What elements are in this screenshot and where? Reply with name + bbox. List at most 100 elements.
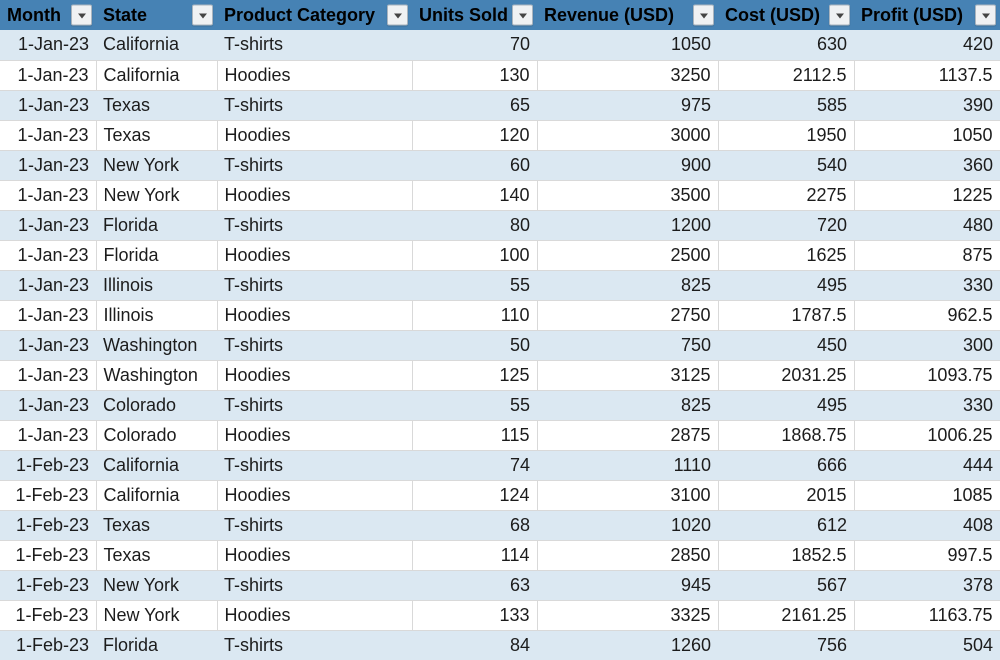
cell-state[interactable]: Florida xyxy=(96,239,218,271)
cell-profit_usd[interactable]: 1006.25 xyxy=(854,419,1000,451)
cell-month[interactable]: 1-Feb-23 xyxy=(0,539,97,571)
column-header-revenue_usd[interactable]: Revenue (USD) xyxy=(537,0,718,30)
cell-state[interactable]: New York xyxy=(96,599,218,631)
cell-product_category[interactable]: T-shirts xyxy=(217,270,412,300)
cell-month[interactable]: 1-Jan-23 xyxy=(0,270,96,300)
cell-profit_usd[interactable]: 444 xyxy=(854,450,1000,480)
cell-month[interactable]: 1-Feb-23 xyxy=(0,450,96,480)
cell-revenue_usd[interactable]: 3325 xyxy=(537,599,719,631)
cell-revenue_usd[interactable]: 825 xyxy=(537,390,718,420)
cell-units_sold[interactable]: 115 xyxy=(412,419,538,451)
cell-profit_usd[interactable]: 1085 xyxy=(854,479,1000,511)
cell-cost_usd[interactable]: 2161.25 xyxy=(718,599,855,631)
cell-product_category[interactable]: T-shirts xyxy=(217,450,412,480)
cell-units_sold[interactable]: 120 xyxy=(412,119,538,151)
cell-state[interactable]: Illinois xyxy=(96,299,218,331)
cell-month[interactable]: 1-Jan-23 xyxy=(0,299,97,331)
cell-month[interactable]: 1-Feb-23 xyxy=(0,479,97,511)
cell-cost_usd[interactable]: 2275 xyxy=(718,179,855,211)
cell-units_sold[interactable]: 80 xyxy=(412,210,537,240)
cell-revenue_usd[interactable]: 945 xyxy=(537,570,718,600)
cell-state[interactable]: Colorado xyxy=(96,419,218,451)
cell-product_category[interactable]: T-shirts xyxy=(217,150,412,180)
cell-state[interactable]: Washington xyxy=(96,359,218,391)
cell-revenue_usd[interactable]: 900 xyxy=(537,150,718,180)
cell-month[interactable]: 1-Jan-23 xyxy=(0,210,96,240)
filter-dropdown-button-revenue_usd[interactable] xyxy=(693,4,714,26)
cell-units_sold[interactable]: 55 xyxy=(412,390,537,420)
cell-state[interactable]: Texas xyxy=(96,90,217,120)
cell-revenue_usd[interactable]: 2850 xyxy=(537,539,719,571)
cell-units_sold[interactable]: 70 xyxy=(412,30,537,60)
cell-cost_usd[interactable]: 720 xyxy=(718,210,854,240)
cell-month[interactable]: 1-Jan-23 xyxy=(0,239,97,271)
cell-month[interactable]: 1-Jan-23 xyxy=(0,419,97,451)
cell-profit_usd[interactable]: 378 xyxy=(854,570,1000,600)
cell-units_sold[interactable]: 65 xyxy=(412,90,537,120)
cell-state[interactable]: Texas xyxy=(96,119,218,151)
cell-product_category[interactable]: T-shirts xyxy=(217,30,412,60)
cell-product_category[interactable]: Hoodies xyxy=(217,599,413,631)
cell-month[interactable]: 1-Feb-23 xyxy=(0,510,96,540)
cell-state[interactable]: Texas xyxy=(96,510,217,540)
cell-cost_usd[interactable]: 1852.5 xyxy=(718,539,855,571)
cell-revenue_usd[interactable]: 1020 xyxy=(537,510,718,540)
cell-units_sold[interactable]: 110 xyxy=(412,299,538,331)
cell-profit_usd[interactable]: 1163.75 xyxy=(854,599,1000,631)
cell-units_sold[interactable]: 50 xyxy=(412,330,537,360)
filter-dropdown-button-profit_usd[interactable] xyxy=(975,4,996,26)
cell-product_category[interactable]: Hoodies xyxy=(217,119,413,151)
cell-product_category[interactable]: Hoodies xyxy=(217,179,413,211)
filter-dropdown-button-product_category[interactable] xyxy=(387,4,408,26)
cell-month[interactable]: 1-Jan-23 xyxy=(0,30,96,60)
cell-product_category[interactable]: T-shirts xyxy=(217,570,412,600)
cell-product_category[interactable]: Hoodies xyxy=(217,419,413,451)
cell-profit_usd[interactable]: 1225 xyxy=(854,179,1000,211)
cell-cost_usd[interactable]: 450 xyxy=(718,330,854,360)
cell-profit_usd[interactable]: 962.5 xyxy=(854,299,1000,331)
cell-units_sold[interactable]: 140 xyxy=(412,179,538,211)
cell-product_category[interactable]: T-shirts xyxy=(217,210,412,240)
cell-month[interactable]: 1-Feb-23 xyxy=(0,570,96,600)
cell-profit_usd[interactable]: 1093.75 xyxy=(854,359,1000,391)
cell-revenue_usd[interactable]: 1050 xyxy=(537,30,718,60)
cell-state[interactable]: Washington xyxy=(96,330,217,360)
cell-product_category[interactable]: Hoodies xyxy=(217,239,413,271)
filter-dropdown-button-units_sold[interactable] xyxy=(512,4,533,26)
cell-cost_usd[interactable]: 756 xyxy=(718,630,854,660)
cell-revenue_usd[interactable]: 3100 xyxy=(537,479,719,511)
cell-revenue_usd[interactable]: 1260 xyxy=(537,630,718,660)
cell-units_sold[interactable]: 124 xyxy=(412,479,538,511)
cell-month[interactable]: 1-Jan-23 xyxy=(0,150,96,180)
cell-profit_usd[interactable]: 408 xyxy=(854,510,1000,540)
cell-cost_usd[interactable]: 666 xyxy=(718,450,854,480)
cell-month[interactable]: 1-Jan-23 xyxy=(0,330,96,360)
filter-dropdown-button-state[interactable] xyxy=(192,4,213,26)
cell-units_sold[interactable]: 84 xyxy=(412,630,537,660)
cell-profit_usd[interactable]: 300 xyxy=(854,330,1000,360)
cell-cost_usd[interactable]: 495 xyxy=(718,270,854,300)
cell-product_category[interactable]: T-shirts xyxy=(217,90,412,120)
cell-cost_usd[interactable]: 2015 xyxy=(718,479,855,511)
cell-state[interactable]: California xyxy=(96,59,218,91)
cell-profit_usd[interactable]: 330 xyxy=(854,270,1000,300)
cell-units_sold[interactable]: 63 xyxy=(412,570,537,600)
cell-product_category[interactable]: Hoodies xyxy=(217,539,413,571)
cell-cost_usd[interactable]: 2112.5 xyxy=(718,59,855,91)
cell-revenue_usd[interactable]: 3500 xyxy=(537,179,719,211)
filter-dropdown-button-month[interactable] xyxy=(71,4,92,26)
cell-units_sold[interactable]: 100 xyxy=(412,239,538,271)
cell-month[interactable]: 1-Jan-23 xyxy=(0,119,97,151)
cell-cost_usd[interactable]: 585 xyxy=(718,90,854,120)
column-header-units_sold[interactable]: Units Sold xyxy=(412,0,537,30)
column-header-state[interactable]: State xyxy=(96,0,217,30)
cell-revenue_usd[interactable]: 1110 xyxy=(537,450,718,480)
column-header-cost_usd[interactable]: Cost (USD) xyxy=(718,0,854,30)
cell-revenue_usd[interactable]: 2750 xyxy=(537,299,719,331)
cell-product_category[interactable]: T-shirts xyxy=(217,510,412,540)
cell-units_sold[interactable]: 68 xyxy=(412,510,537,540)
cell-state[interactable]: Illinois xyxy=(96,270,217,300)
cell-revenue_usd[interactable]: 3250 xyxy=(537,59,719,91)
cell-cost_usd[interactable]: 630 xyxy=(718,30,854,60)
cell-profit_usd[interactable]: 330 xyxy=(854,390,1000,420)
